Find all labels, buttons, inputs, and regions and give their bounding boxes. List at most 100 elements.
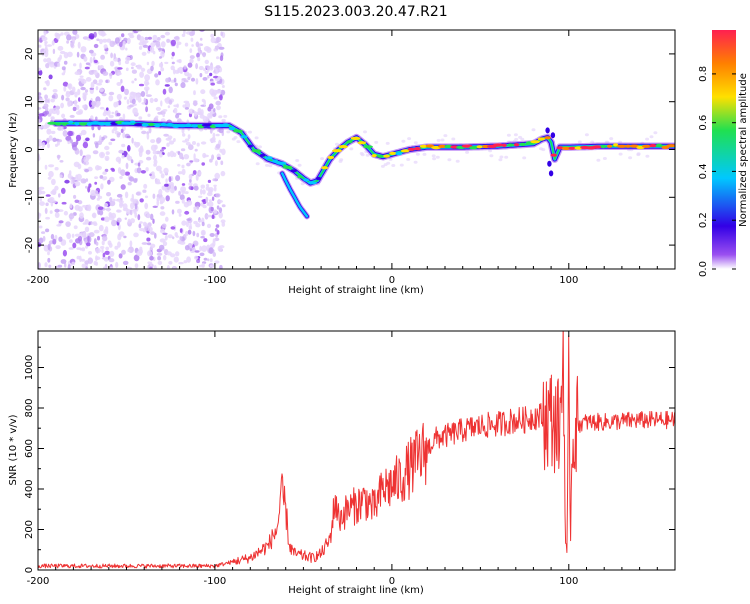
noise-speckle bbox=[213, 209, 218, 214]
noise-speckle bbox=[103, 256, 109, 262]
noise-speckle bbox=[38, 237, 44, 244]
noise-speckle bbox=[52, 137, 57, 142]
noise-speckle bbox=[67, 130, 73, 137]
noise-speckle bbox=[175, 113, 180, 119]
noise-speckle bbox=[68, 247, 74, 250]
noise-speckle bbox=[183, 154, 190, 160]
noise-speckle bbox=[74, 71, 81, 76]
noise-speckle bbox=[142, 189, 147, 193]
noise-speckle bbox=[75, 104, 80, 111]
x-tick-label: 0 bbox=[389, 576, 395, 587]
noise-speckle bbox=[105, 79, 109, 83]
noise-speckle bbox=[185, 231, 189, 236]
noise-speckle bbox=[205, 65, 209, 69]
noise-speckle bbox=[435, 155, 440, 159]
noise-speckle bbox=[73, 63, 77, 67]
noise-speckle bbox=[158, 71, 162, 76]
noise-speckle bbox=[67, 264, 71, 269]
noise-speckle bbox=[118, 149, 125, 154]
noise-speckle bbox=[113, 53, 116, 60]
ridge-blob bbox=[321, 166, 329, 170]
noise-speckle bbox=[220, 219, 226, 223]
noise-speckle bbox=[177, 239, 182, 245]
noise-speckle bbox=[47, 257, 51, 263]
noise-speckle bbox=[43, 244, 49, 248]
noise-speckle bbox=[209, 233, 215, 237]
noise-speckle bbox=[168, 140, 175, 145]
noise-speckle bbox=[75, 110, 82, 115]
noise-speckle bbox=[58, 236, 63, 242]
noise-speckle bbox=[103, 176, 108, 180]
noise-speckle bbox=[47, 251, 50, 256]
noise-speckle bbox=[117, 72, 122, 76]
noise-speckle bbox=[129, 240, 133, 247]
noise-speckle bbox=[102, 252, 106, 258]
noise-speckle bbox=[75, 134, 82, 142]
noise-speckle bbox=[215, 224, 220, 228]
noise-speckle bbox=[415, 152, 420, 156]
noise-speckle bbox=[413, 141, 418, 145]
noise-speckle bbox=[111, 168, 115, 172]
noise-speckle bbox=[138, 83, 145, 87]
noise-speckle bbox=[114, 245, 119, 250]
noise-speckle bbox=[210, 140, 216, 143]
noise-speckle bbox=[187, 134, 191, 140]
noise-speckle bbox=[126, 153, 131, 160]
noise-speckle bbox=[125, 56, 131, 61]
y-tick-label: 400 bbox=[24, 479, 35, 498]
noise-speckle bbox=[84, 226, 90, 233]
noise-speckle bbox=[181, 220, 187, 226]
noise-speckle bbox=[150, 42, 156, 48]
noise-speckle bbox=[173, 138, 176, 142]
noise-speckle bbox=[203, 68, 207, 72]
noise-speckle bbox=[95, 255, 98, 262]
noise-speckle bbox=[61, 66, 66, 71]
noise-speckle bbox=[90, 115, 94, 121]
noise-speckle bbox=[85, 266, 88, 269]
noise-speckle bbox=[201, 262, 205, 268]
noise-speckle bbox=[193, 209, 197, 213]
noise-speckle bbox=[213, 75, 219, 79]
noise-speckle bbox=[143, 97, 147, 104]
noise-speckle bbox=[111, 219, 117, 227]
noise-speckle bbox=[155, 106, 161, 111]
noise-speckle bbox=[152, 34, 158, 42]
noise-speckle bbox=[100, 106, 105, 110]
noise-speckle bbox=[187, 229, 192, 235]
noise-speckle bbox=[145, 94, 152, 97]
noise-speckle bbox=[154, 232, 157, 239]
noise-speckle bbox=[189, 248, 193, 252]
noise-speckle bbox=[215, 133, 220, 137]
noise-speckle bbox=[131, 193, 134, 201]
noise-speckle bbox=[44, 207, 48, 214]
noise-speckle bbox=[206, 223, 212, 229]
noise-speckle bbox=[82, 141, 89, 149]
noise-speckle bbox=[144, 195, 149, 199]
noise-speckle bbox=[140, 170, 146, 174]
noise-speckle bbox=[150, 139, 156, 144]
ridge-blob bbox=[437, 144, 447, 148]
noise-speckle bbox=[109, 266, 114, 269]
ridge-blob bbox=[377, 154, 384, 158]
noise-speckle bbox=[447, 158, 452, 162]
noise-speckle bbox=[104, 226, 109, 233]
y-tick-label: 200 bbox=[24, 520, 35, 539]
noise-speckle bbox=[183, 80, 189, 83]
noise-speckle bbox=[69, 239, 73, 244]
noise-speckle bbox=[203, 154, 209, 158]
noise-speckle bbox=[213, 184, 217, 187]
noise-speckle bbox=[49, 61, 54, 68]
noise-speckle bbox=[178, 213, 182, 217]
colorbar-tick-label: 0.2 bbox=[698, 212, 709, 228]
noise-speckle bbox=[76, 255, 81, 260]
noise-speckle bbox=[212, 132, 216, 138]
noise-speckle bbox=[104, 250, 110, 255]
noise-speckle bbox=[94, 176, 99, 180]
noise-speckle bbox=[63, 210, 68, 216]
noise-speckle bbox=[195, 78, 199, 85]
noise-speckle bbox=[164, 84, 170, 87]
noise-speckle bbox=[177, 67, 180, 74]
noise-speckle bbox=[47, 243, 51, 251]
ridge-blob bbox=[537, 137, 546, 141]
